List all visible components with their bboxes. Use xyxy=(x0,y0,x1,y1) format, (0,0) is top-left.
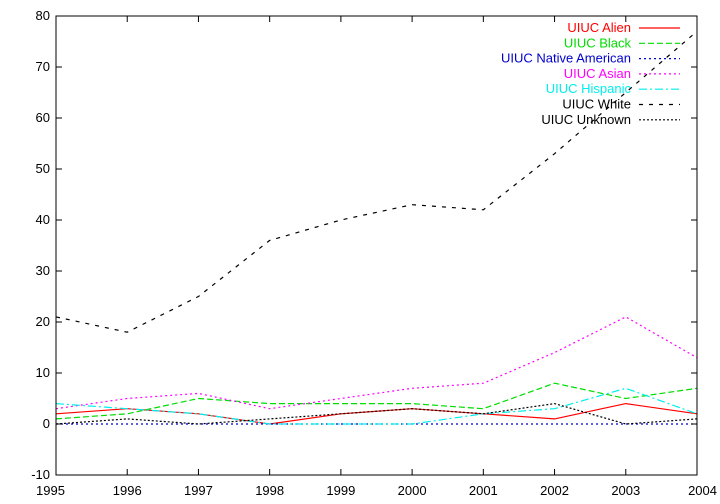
legend-label: UIUC Alien xyxy=(567,20,631,35)
legend-label: UIUC White xyxy=(562,97,631,112)
y-tick-label: 40 xyxy=(36,212,50,227)
y-tick-label: -10 xyxy=(31,467,50,482)
series-line-uiuc-unknown xyxy=(55,403,698,425)
legend-label: UIUC Native American xyxy=(501,51,631,66)
y-tick-label: 50 xyxy=(36,161,50,176)
axis-layer: -10 0 10 20 30 40 50 60 70 80 1995 1996 1997 1998 1999… xyxy=(31,8,717,498)
series-line-uiuc-white xyxy=(55,30,698,333)
y-tick-label: 10 xyxy=(36,365,50,380)
x-tick-label: 2000 xyxy=(398,483,427,498)
series-line-uiuc-black xyxy=(55,382,698,420)
x-tick-label: 1999 xyxy=(326,483,355,498)
x-tick-label: 2001 xyxy=(469,483,498,498)
x-tick-label: 2004 xyxy=(688,483,717,498)
x-tick-label: 1998 xyxy=(255,483,284,498)
x-tick-label: 2003 xyxy=(611,483,640,498)
legend-label: UIUC Asian xyxy=(564,66,631,81)
y-tick-label: 60 xyxy=(36,110,50,125)
legend-label: UIUC Black xyxy=(564,35,632,50)
legend-label: UIUC Hispanic xyxy=(546,81,632,96)
y-tick-label: 20 xyxy=(36,314,50,329)
series-line-uiuc-hispanic xyxy=(55,387,698,425)
x-tick-label: 1997 xyxy=(184,483,213,498)
y-tick-label: 30 xyxy=(36,263,50,278)
plot-frame xyxy=(55,15,698,476)
x-tick-label: 2002 xyxy=(540,483,569,498)
y-tick-label: 0 xyxy=(43,416,50,431)
legend-label: UIUC Unknown xyxy=(541,112,631,127)
y-tick-label: 70 xyxy=(36,59,50,74)
x-tick-label: 1995 xyxy=(36,483,65,498)
x-tick-label: 1996 xyxy=(113,483,142,498)
series-layer xyxy=(55,30,698,425)
y-tick-label: 80 xyxy=(36,8,50,23)
